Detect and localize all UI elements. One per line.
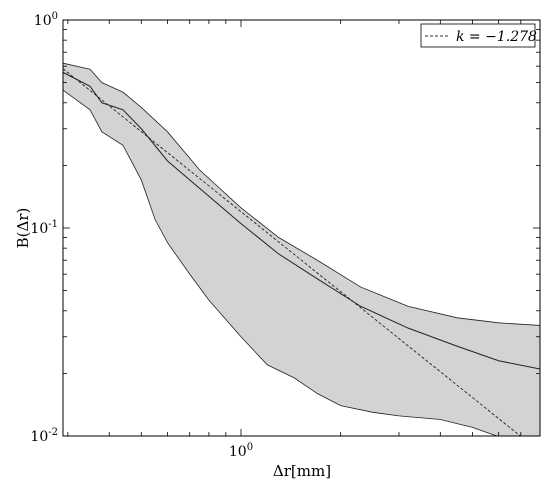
confidence-band: [63, 63, 540, 436]
y-axis-label: B(Δr): [14, 208, 32, 249]
mean-line: [63, 71, 540, 370]
axis-ticks: [63, 19, 541, 437]
fit-line-dashed: [63, 68, 522, 436]
x-axis-label: Δr[mm]: [273, 462, 331, 480]
legend-label: k = −1.278: [456, 29, 537, 45]
band-lower-edge: [63, 89, 499, 436]
x-tick-label: 100: [229, 442, 253, 460]
tick-labels: 100 10-1 10-2 100: [30, 11, 253, 460]
plot-area: [63, 62, 540, 436]
y-tick-label: 10-2: [30, 427, 58, 445]
legend: k = −1.278: [420, 23, 537, 48]
y-tick-label: 100: [34, 11, 58, 29]
band-upper-edge: [63, 62, 540, 326]
legend-box: [420, 23, 536, 48]
y-tick-label: 10-1: [30, 219, 58, 237]
